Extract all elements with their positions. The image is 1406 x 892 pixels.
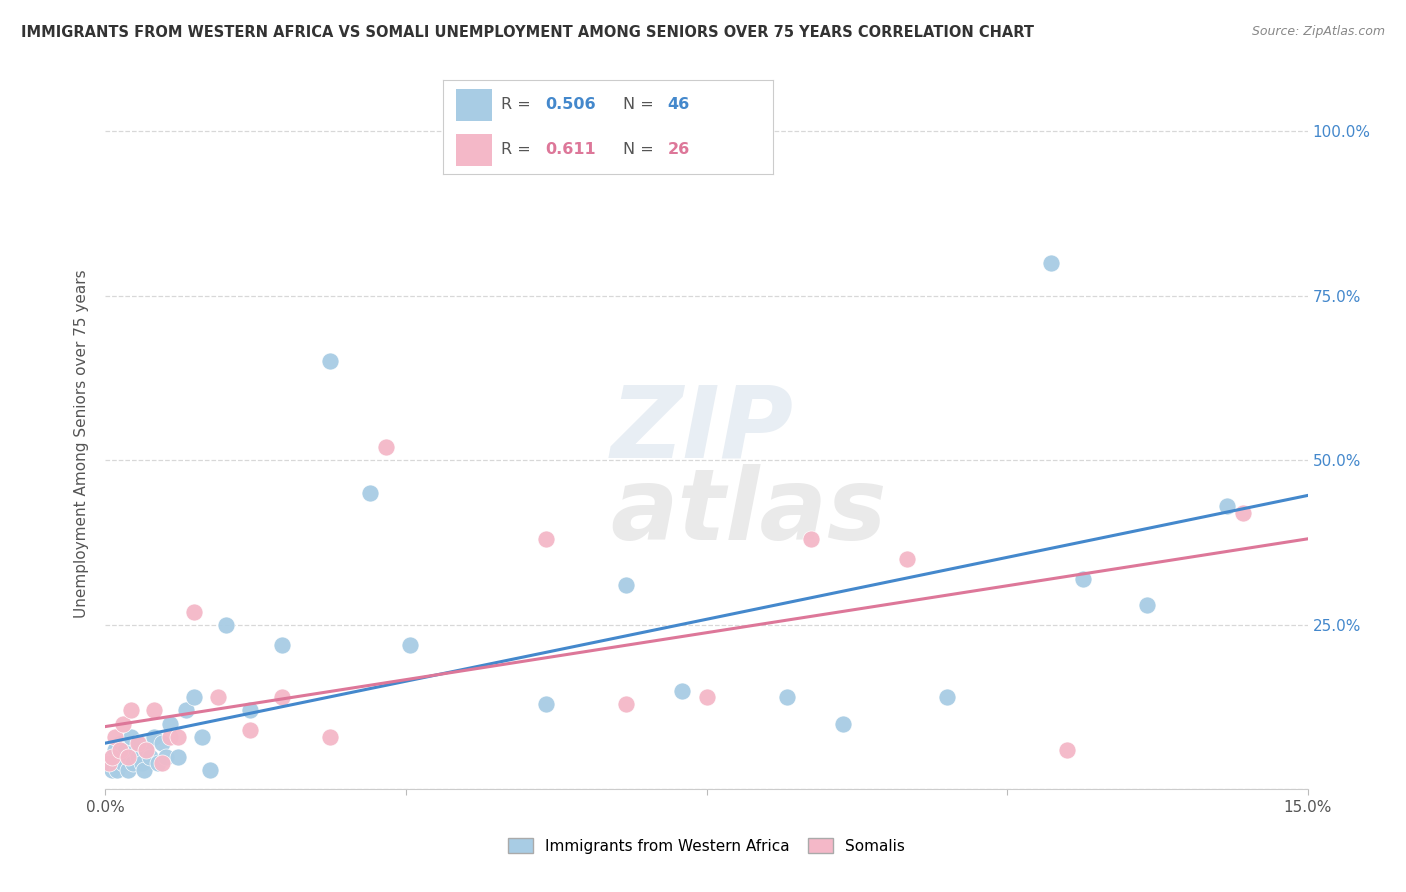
Point	[110, 736, 132, 750]
Point	[1232, 506, 1254, 520]
Point	[896, 552, 918, 566]
Text: 46: 46	[668, 97, 690, 112]
Point	[104, 743, 127, 757]
Point	[936, 690, 959, 705]
Point	[142, 703, 165, 717]
Point	[108, 749, 131, 764]
Point	[112, 716, 135, 731]
Text: R =: R =	[501, 97, 536, 112]
Point	[107, 763, 129, 777]
Point	[616, 697, 638, 711]
Text: 26: 26	[668, 142, 690, 157]
Point	[150, 736, 173, 750]
Point	[108, 743, 131, 757]
Point	[166, 730, 188, 744]
Point	[159, 730, 181, 744]
Point	[127, 736, 149, 750]
Point	[131, 756, 153, 770]
Point	[122, 756, 145, 770]
Point	[120, 730, 142, 744]
Point	[117, 763, 139, 777]
Point	[190, 730, 212, 744]
Point	[142, 730, 165, 744]
Point	[128, 736, 150, 750]
Point	[101, 749, 124, 764]
Point	[270, 638, 292, 652]
Y-axis label: Unemployment Among Seniors over 75 years: Unemployment Among Seniors over 75 years	[75, 269, 90, 618]
Text: N =: N =	[623, 97, 659, 112]
Point	[135, 743, 157, 757]
Point	[159, 716, 181, 731]
Point	[198, 763, 221, 777]
Point	[776, 690, 799, 705]
Point	[359, 486, 381, 500]
Text: 0.506: 0.506	[546, 97, 596, 112]
Point	[183, 690, 205, 705]
Point	[112, 756, 135, 770]
Point	[534, 697, 557, 711]
Point	[146, 756, 169, 770]
Text: N =: N =	[623, 142, 659, 157]
Bar	[456, 88, 492, 120]
Text: atlas: atlas	[610, 465, 887, 561]
Point	[319, 730, 342, 744]
Bar	[456, 134, 492, 166]
Point	[120, 703, 142, 717]
Point	[138, 749, 160, 764]
Point	[1040, 256, 1063, 270]
Point	[118, 749, 141, 764]
Point	[270, 690, 292, 705]
Point	[183, 605, 205, 619]
Point	[174, 703, 197, 717]
Legend: Immigrants from Western Africa, Somalis: Immigrants from Western Africa, Somalis	[501, 830, 912, 862]
Point	[155, 749, 177, 764]
Point	[239, 723, 262, 738]
Point	[1071, 572, 1094, 586]
Point	[319, 354, 342, 368]
Text: IMMIGRANTS FROM WESTERN AFRICA VS SOMALI UNEMPLOYMENT AMONG SENIORS OVER 75 YEAR: IMMIGRANTS FROM WESTERN AFRICA VS SOMALI…	[21, 25, 1033, 40]
Point	[103, 749, 125, 764]
Point	[399, 638, 422, 652]
Text: Source: ZipAtlas.com: Source: ZipAtlas.com	[1251, 25, 1385, 38]
Text: ZIP: ZIP	[610, 382, 793, 478]
Point	[696, 690, 718, 705]
Point	[101, 763, 124, 777]
Text: 0.611: 0.611	[546, 142, 596, 157]
Point	[1216, 500, 1239, 514]
Point	[125, 743, 148, 757]
Point	[1056, 743, 1078, 757]
Point	[98, 756, 121, 770]
Point	[132, 763, 155, 777]
Point	[98, 756, 121, 770]
Point	[534, 533, 557, 547]
Point	[104, 730, 127, 744]
Point	[1136, 598, 1159, 612]
Point	[117, 749, 139, 764]
Point	[239, 703, 262, 717]
Point	[800, 533, 823, 547]
Point	[671, 683, 693, 698]
Point	[127, 749, 149, 764]
Point	[374, 440, 398, 454]
Point	[207, 690, 229, 705]
Point	[114, 743, 136, 757]
Point	[150, 756, 173, 770]
Point	[616, 578, 638, 592]
Point	[214, 617, 236, 632]
Point	[831, 716, 853, 731]
Point	[166, 749, 188, 764]
Text: R =: R =	[501, 142, 536, 157]
Point	[135, 743, 157, 757]
